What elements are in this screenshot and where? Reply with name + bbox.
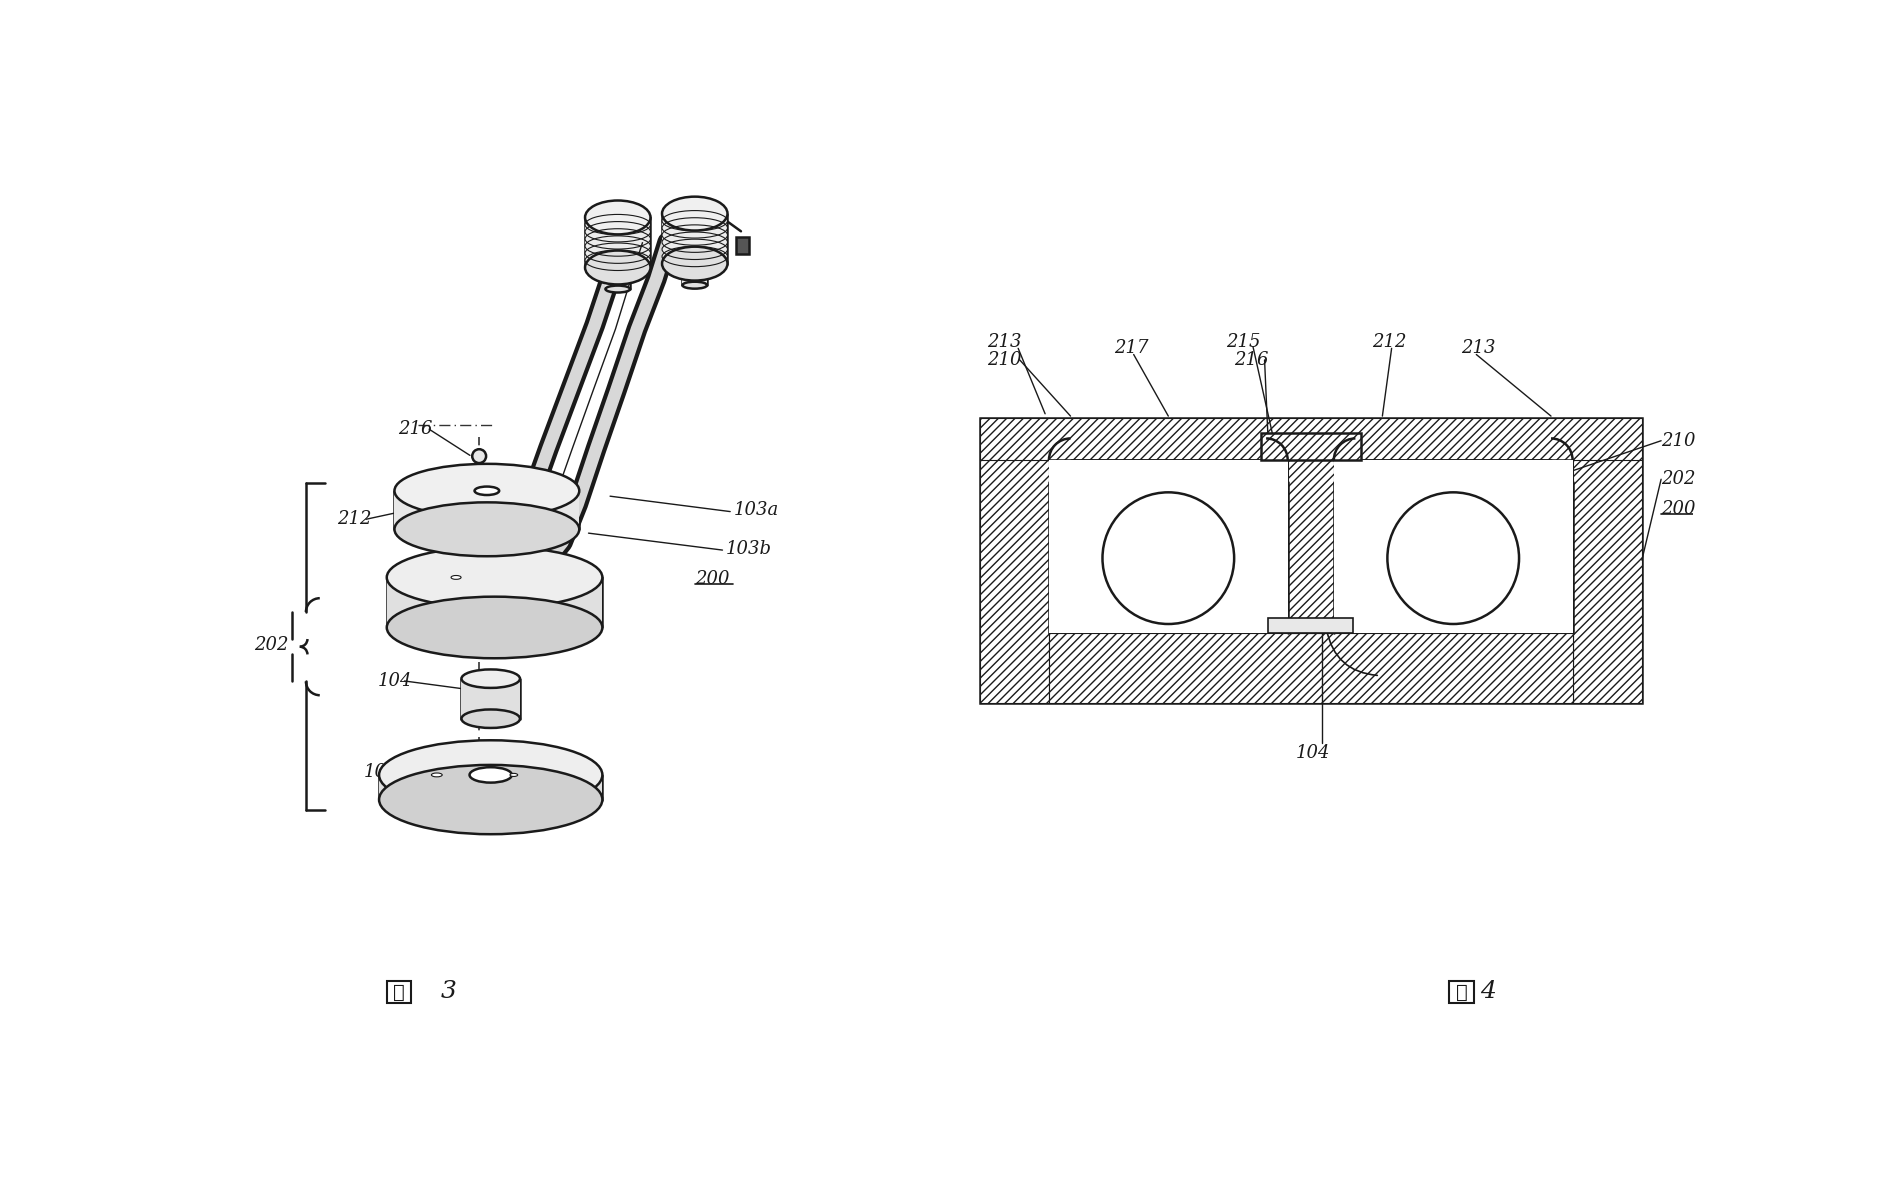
Bar (394, 490, 579, 530)
Bar (462, 678, 521, 719)
Bar (585, 218, 651, 268)
Text: 212: 212 (1373, 334, 1407, 352)
Bar (979, 417, 1643, 460)
Ellipse shape (387, 547, 602, 609)
Ellipse shape (662, 196, 728, 231)
Bar (605, 268, 630, 289)
Bar (387, 981, 411, 1002)
Circle shape (472, 450, 487, 463)
Text: 202: 202 (1662, 470, 1696, 488)
Ellipse shape (475, 487, 500, 495)
Text: 200: 200 (1662, 500, 1696, 518)
Text: 215: 215 (1226, 334, 1260, 352)
Text: 3: 3 (441, 980, 456, 1002)
Ellipse shape (387, 597, 602, 658)
Bar (1288, 460, 1333, 633)
Text: 103b: 103b (726, 539, 771, 557)
Bar (1448, 981, 1475, 1002)
Bar (1269, 618, 1352, 633)
Ellipse shape (462, 670, 521, 688)
Ellipse shape (451, 575, 460, 579)
Bar (683, 263, 707, 285)
Ellipse shape (470, 767, 511, 782)
Ellipse shape (605, 286, 630, 293)
Text: 图: 图 (392, 983, 405, 1001)
Ellipse shape (379, 740, 602, 810)
Text: 108: 108 (464, 707, 498, 725)
Text: 217: 217 (1115, 340, 1149, 358)
Bar (1049, 460, 1288, 633)
Text: 200: 200 (694, 570, 730, 588)
Ellipse shape (683, 282, 707, 288)
Text: 104: 104 (1296, 744, 1330, 762)
Bar (1260, 433, 1362, 460)
Text: 212: 212 (338, 511, 372, 529)
Ellipse shape (462, 709, 521, 728)
Text: 202: 202 (255, 636, 289, 654)
Text: 216: 216 (1233, 350, 1267, 368)
Text: 103a: 103a (734, 501, 779, 519)
Ellipse shape (585, 250, 651, 285)
Text: 106: 106 (556, 782, 590, 800)
Text: 210: 210 (1662, 432, 1696, 450)
Text: 210: 210 (988, 350, 1022, 368)
Text: 104: 104 (377, 672, 411, 690)
Ellipse shape (662, 246, 728, 281)
Text: 216: 216 (398, 420, 432, 438)
Ellipse shape (585, 201, 651, 234)
Bar (1049, 633, 1573, 702)
Bar (1573, 417, 1643, 702)
Bar (1260, 433, 1362, 460)
Ellipse shape (432, 773, 441, 777)
Circle shape (1388, 493, 1518, 624)
Bar (387, 578, 602, 628)
Ellipse shape (394, 502, 579, 556)
Ellipse shape (509, 774, 517, 776)
Bar (979, 417, 1643, 702)
Circle shape (1103, 493, 1233, 624)
Text: 4: 4 (1481, 980, 1496, 1002)
Ellipse shape (379, 765, 602, 835)
Text: 图: 图 (1456, 983, 1467, 1001)
Bar (979, 417, 1049, 702)
Ellipse shape (394, 464, 579, 518)
Bar (736, 238, 749, 255)
Text: 213: 213 (988, 334, 1022, 352)
Text: 108: 108 (364, 763, 398, 781)
Bar (1333, 460, 1573, 633)
Text: 213: 213 (1462, 340, 1496, 358)
Bar (662, 214, 728, 263)
Bar (379, 775, 602, 800)
